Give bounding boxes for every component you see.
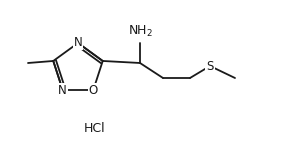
Text: N: N (74, 37, 82, 50)
Text: O: O (89, 84, 98, 96)
Text: HCl: HCl (84, 122, 106, 135)
Text: NH$_2$: NH$_2$ (128, 24, 153, 39)
Text: S: S (206, 59, 214, 72)
Text: N: N (58, 84, 67, 96)
